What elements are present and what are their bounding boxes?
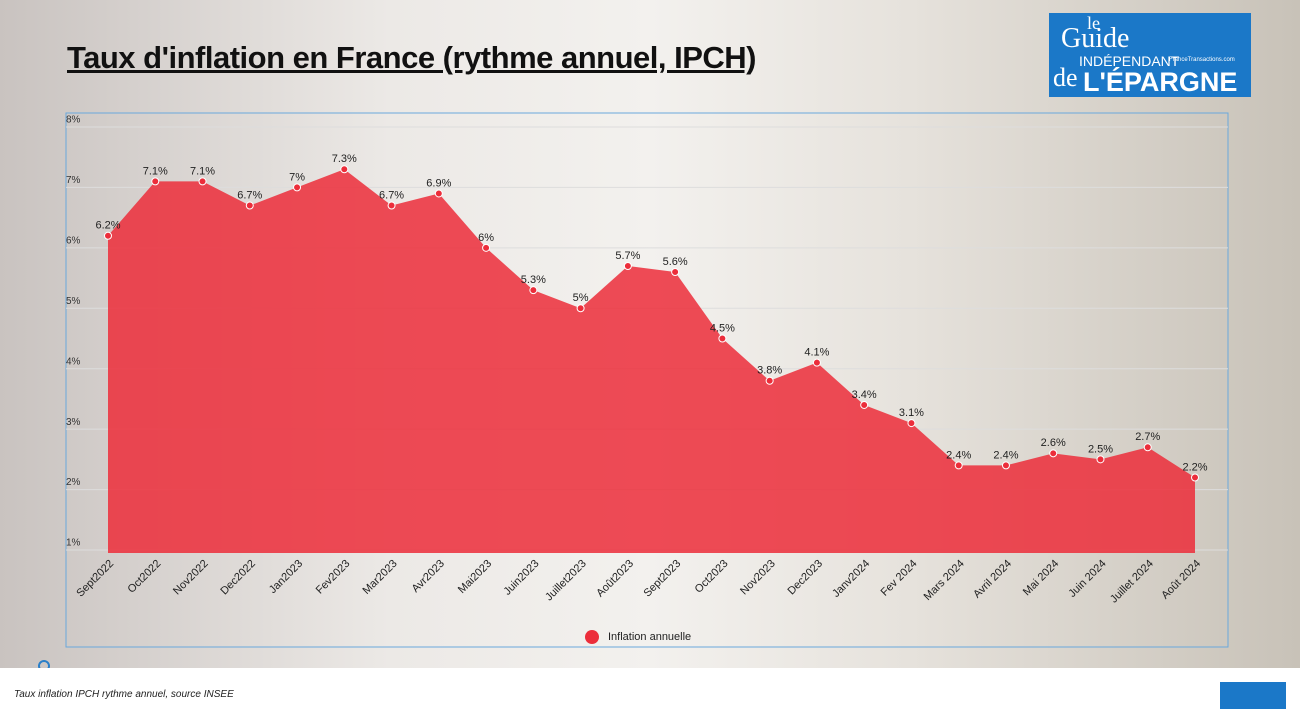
data-point <box>623 261 632 270</box>
logo-text: FranceTransactions.com <box>1169 57 1235 63</box>
x-tick-label: Dec2023 <box>785 558 825 598</box>
data-label: 6.9% <box>426 177 451 189</box>
data-point <box>245 201 254 210</box>
x-tick-label: Jan2023 <box>267 558 305 596</box>
x-tick-label: Avril 2024 <box>971 558 1014 601</box>
logo: le Guide INDÉPENDANT FranceTransactions.… <box>1049 13 1251 97</box>
y-tick-label: 2% <box>66 477 81 488</box>
refresh-icon[interactable] <box>38 660 50 668</box>
data-label: 2.7% <box>1135 431 1160 443</box>
data-label: 6.7% <box>379 189 404 201</box>
x-tick-label: Nov2022 <box>171 558 211 598</box>
x-tick-label: Fev 2024 <box>879 558 920 599</box>
x-tick-label: Oct2022 <box>126 558 164 596</box>
x-tick-label: Mai2023 <box>456 558 494 596</box>
logo-text: de <box>1053 63 1078 92</box>
x-tick-label: Juin 2024 <box>1066 558 1108 600</box>
data-point <box>198 177 207 186</box>
x-tick-label: Août 2024 <box>1159 558 1203 602</box>
data-label: 2.2% <box>1182 461 1207 473</box>
data-label: 4.5% <box>710 322 735 334</box>
x-tick-label: Juillet 2024 <box>1108 558 1156 606</box>
y-tick-label: 5% <box>66 296 81 307</box>
data-point <box>293 183 302 192</box>
x-tick-label: Sept2022 <box>74 558 116 600</box>
y-tick-label: 6% <box>66 235 81 246</box>
y-tick-label: 7% <box>66 175 81 186</box>
data-point <box>671 268 680 277</box>
x-tick-label: Sept2023 <box>642 558 684 600</box>
x-tick-label: Janv2024 <box>830 558 872 600</box>
data-label: 2.5% <box>1088 443 1113 455</box>
data-point <box>1191 473 1199 482</box>
data-point <box>576 304 585 313</box>
data-point <box>151 177 160 186</box>
y-tick-label: 8% <box>66 115 81 126</box>
x-tick-label: Mai 2024 <box>1021 558 1061 598</box>
logo-small <box>1220 682 1286 709</box>
x-tick-label: Nov2023 <box>738 558 778 598</box>
data-label: 5.3% <box>521 274 546 286</box>
data-label: 7.1% <box>190 165 215 177</box>
data-point <box>340 165 349 174</box>
data-point <box>765 376 774 385</box>
data-point <box>1143 443 1152 452</box>
x-tick-label: Avr2023 <box>410 558 447 595</box>
data-point <box>529 286 538 295</box>
logo-text: Guide <box>1061 23 1130 54</box>
data-label: 7.1% <box>143 165 168 177</box>
chart: 1% 2% 3% 4% 5% 6% 7% 8% 6.2% 7.1% 7.1% 6.7% 7% 7.3% 6.… <box>38 112 1229 668</box>
x-tick-label: Mars 2024 <box>922 558 967 603</box>
data-point <box>1049 449 1058 458</box>
data-point <box>104 231 112 240</box>
data-label: 3.4% <box>852 389 877 401</box>
data-label: 4.1% <box>804 347 829 359</box>
legend-marker[interactable] <box>585 630 599 644</box>
data-point <box>907 419 916 428</box>
data-label: 2.4% <box>946 449 971 461</box>
data-point <box>860 400 869 409</box>
area <box>108 169 1195 554</box>
data-label: 6.7% <box>237 189 262 201</box>
y-tick-label: 1% <box>66 538 81 549</box>
legend-label: Inflation annuelle <box>608 631 691 643</box>
data-label: 7.3% <box>332 153 357 165</box>
data-point <box>434 189 443 198</box>
chart-title: Taux d'inflation en France (rythme annue… <box>67 40 757 75</box>
x-tick-label: Juin2023 <box>501 558 541 598</box>
x-tick-label: Oct2023 <box>693 558 731 596</box>
data-label: 2.6% <box>1041 437 1066 449</box>
data-label: 3.1% <box>899 407 924 419</box>
data-label: 3.8% <box>757 365 782 377</box>
data-point <box>1001 461 1010 470</box>
logo-text: INDÉPENDANT <box>1079 53 1180 69</box>
chart-frame <box>65 112 1229 648</box>
data-point <box>1096 455 1105 464</box>
data-label: 5.6% <box>663 256 688 268</box>
data-point <box>718 334 727 343</box>
data-point <box>387 201 396 210</box>
y-tick-label: 3% <box>66 417 81 428</box>
data-label: 2.4% <box>993 449 1018 461</box>
data-label: 7% <box>289 171 305 183</box>
x-tick-label: Dec2022 <box>218 558 258 598</box>
data-point <box>482 243 491 252</box>
data-label: 5% <box>573 292 589 304</box>
x-tick-label: Juillet2023 <box>543 558 589 604</box>
data-point <box>812 358 821 367</box>
data-label: 6% <box>478 232 494 244</box>
data-point <box>954 461 963 470</box>
data-label: 5.7% <box>615 250 640 262</box>
x-tick-label: Mar2023 <box>361 558 400 597</box>
y-tick-label: 4% <box>66 356 81 367</box>
x-tick-label: Août2023 <box>594 558 636 600</box>
data-label: 6.2% <box>95 220 120 232</box>
logo-text: le <box>1087 13 1100 33</box>
x-tick-label: Fev2023 <box>314 558 353 597</box>
caption: Taux inflation IPCH rythme annuel, sourc… <box>14 689 234 700</box>
logo-text: L'ÉPARGNE <box>1083 67 1238 97</box>
